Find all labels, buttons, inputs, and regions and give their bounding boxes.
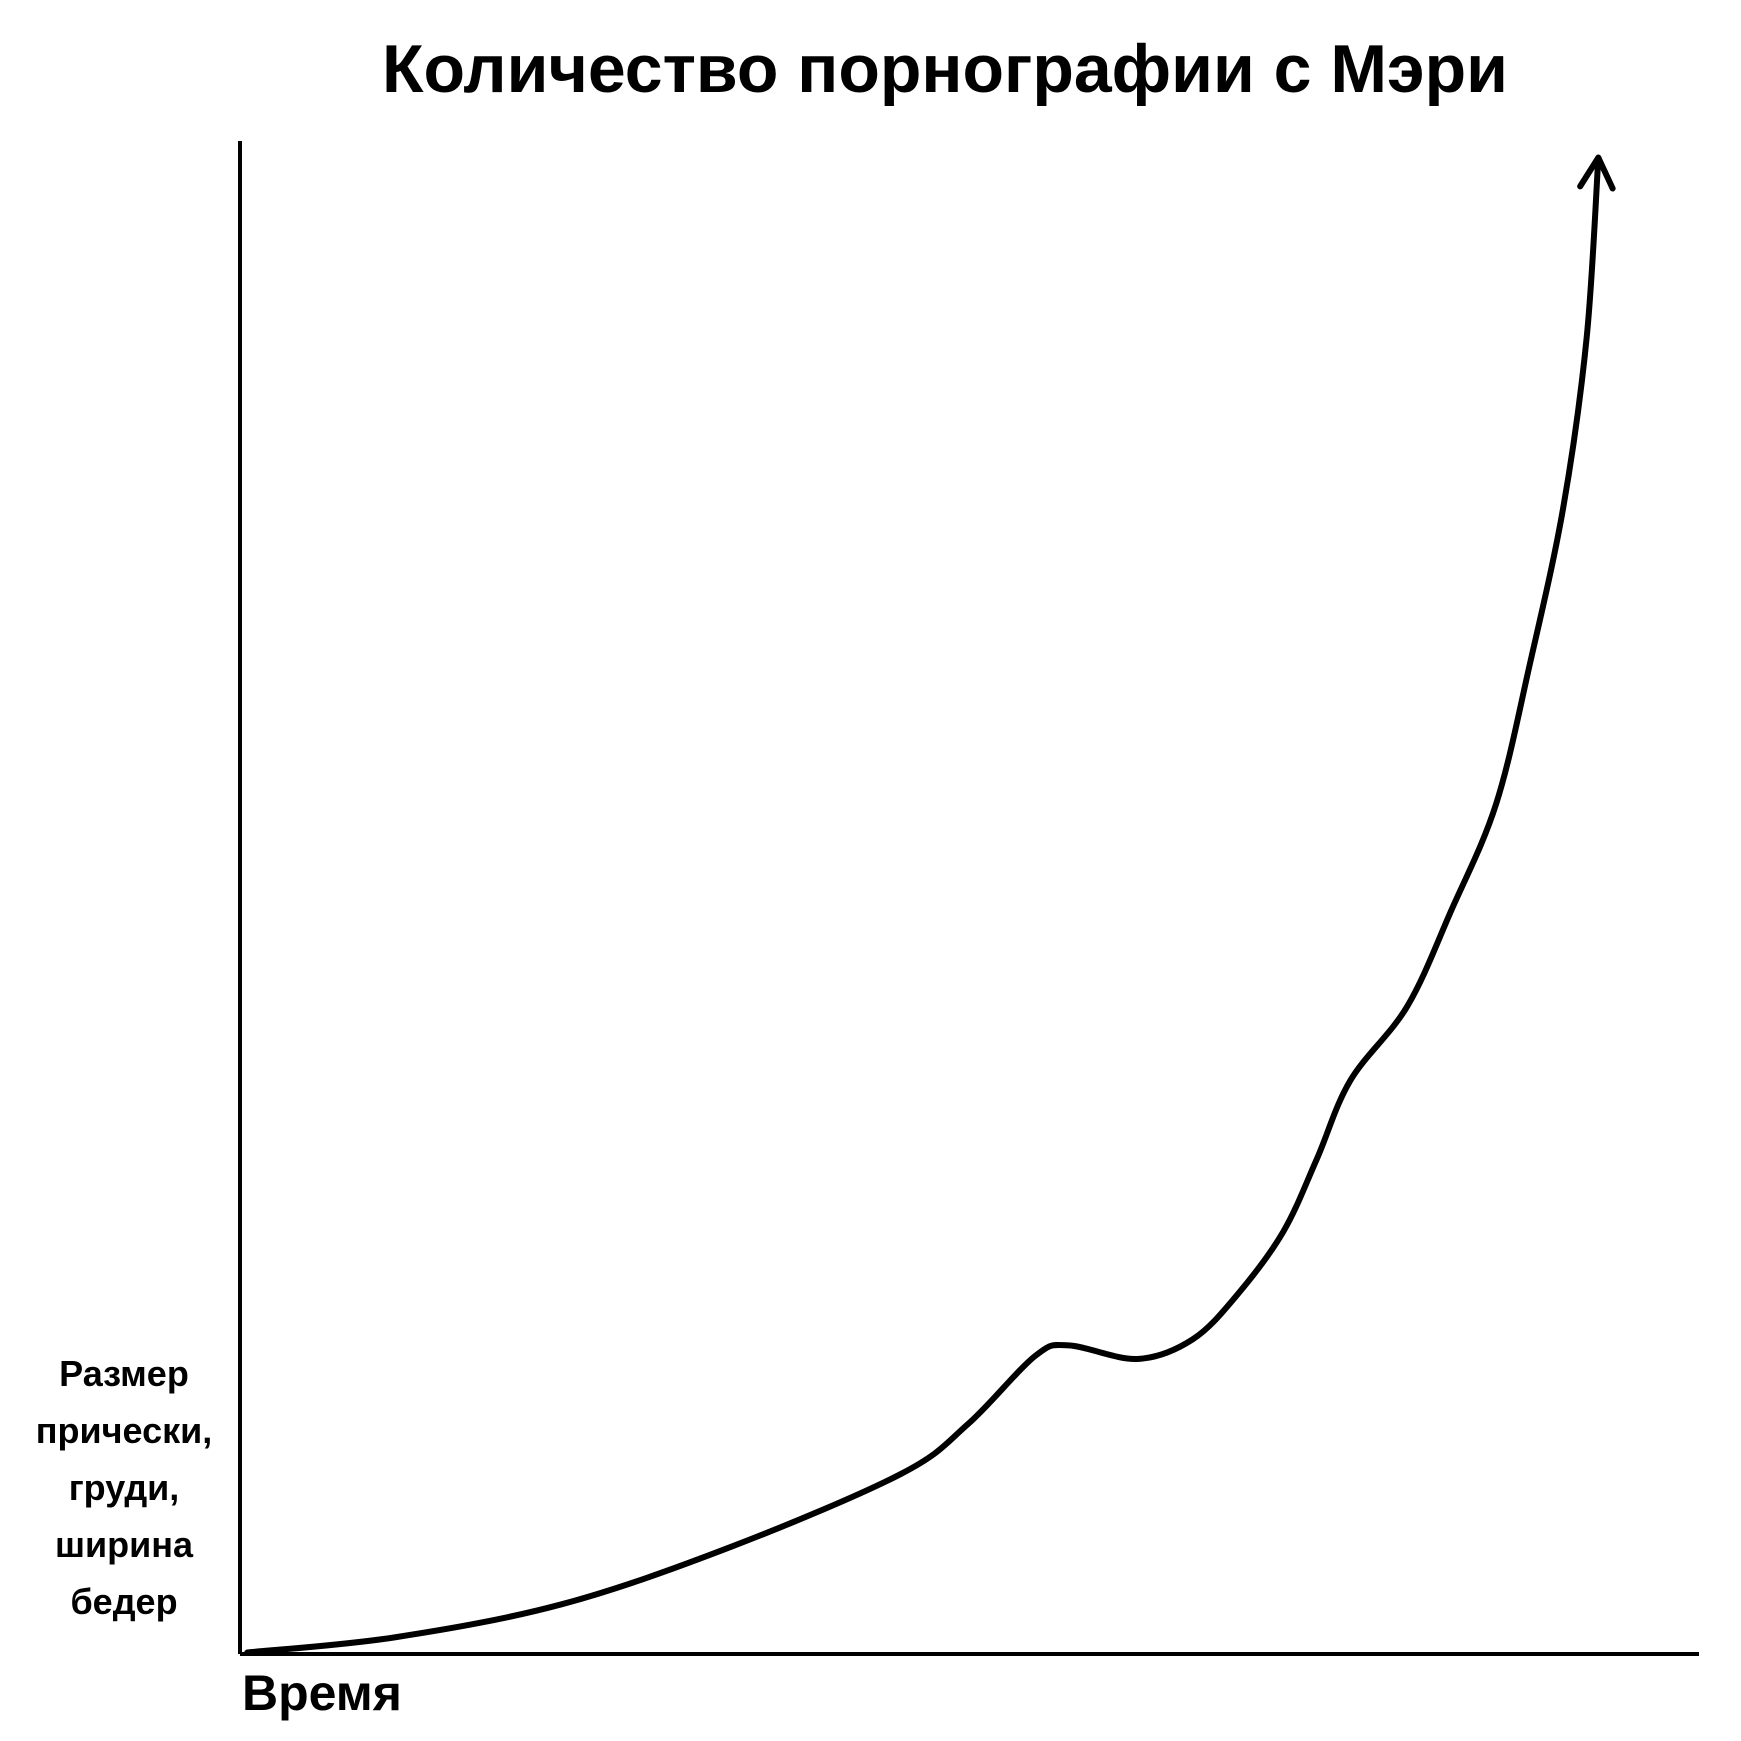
arrow-head (1577, 154, 1616, 192)
line (244, 154, 1602, 1656)
y-axis-label: Размер прически, груди, ширина бедер (35, 1353, 213, 1622)
x-axis-label: Время (242, 1665, 402, 1721)
chart-title: Количество порнографии с Мэри (382, 31, 1508, 107)
